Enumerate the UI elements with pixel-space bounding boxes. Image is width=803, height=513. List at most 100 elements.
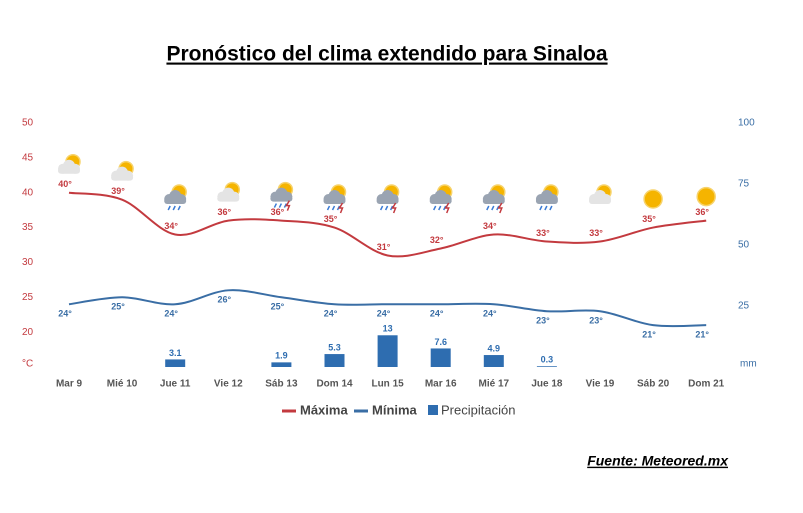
temp-label: 26° [217, 295, 231, 305]
temp-line [68, 191, 707, 258]
temp-label: 36° [217, 207, 231, 217]
x-tick-label: Mié 10 [107, 379, 138, 390]
rain-drop [389, 205, 394, 211]
y-axis-unit: °C [22, 359, 33, 370]
temp-label: 34° [164, 221, 178, 231]
weather-icon-cloud [58, 159, 80, 174]
precip-label: 0.3 [541, 355, 554, 365]
temp-label: 32° [430, 235, 444, 245]
rain-drop [496, 205, 500, 211]
temp-label: 25° [111, 302, 125, 312]
precip-label: 7.6 [434, 337, 447, 347]
precip-label: 13 [383, 324, 393, 334]
temp-label: 33° [589, 228, 603, 238]
temp-label: 24° [324, 309, 338, 319]
precip-label: 3.1 [169, 348, 182, 358]
rain-drop [379, 205, 384, 211]
precip-bar [165, 359, 186, 367]
cloud-part [535, 198, 558, 204]
chart-title: Pronóstico del clima extendido para Sina… [166, 43, 607, 66]
y2-tick-label: 100 [738, 118, 755, 129]
rain-drop [326, 205, 331, 211]
cloud-part [323, 198, 346, 204]
temp-label: 34° [483, 221, 497, 231]
weather-icon-cloud [270, 187, 293, 202]
lightning [444, 202, 450, 214]
y-tick-label: 45 [22, 152, 34, 163]
temp-label: 25° [271, 302, 285, 312]
rain-drop [539, 205, 543, 211]
temp-label: 24° [483, 309, 497, 319]
temp-label: 36° [271, 207, 285, 217]
rain-drop [172, 205, 176, 211]
cloud-part [482, 198, 505, 204]
y-tick-label: 35 [22, 222, 34, 233]
x-tick-label: Jue 18 [531, 379, 563, 390]
source: Fuente: Meteored.mx [587, 453, 729, 469]
temp-label: 21° [642, 330, 656, 340]
temp-label: 23° [589, 316, 603, 326]
precip-bar [324, 354, 345, 367]
rain-drop [167, 205, 171, 211]
y2-tick-label: 25 [738, 301, 750, 312]
cloud-part [429, 198, 452, 204]
y-tick-label: 20 [22, 327, 34, 338]
temp-label: 33° [536, 228, 550, 238]
legend-swatch [428, 405, 438, 415]
temp-label: 31° [377, 242, 391, 252]
weather-icon-cloud [535, 190, 558, 204]
temp-label: 24° [58, 309, 72, 319]
y2-tick-label: 50 [738, 240, 750, 251]
rain-drop [278, 203, 283, 208]
rain-drop [273, 203, 278, 208]
legend-label: Precipitación [441, 402, 515, 417]
precip-bar [483, 355, 504, 367]
rain-drop [331, 205, 336, 211]
y2-axis-unit: mm [740, 359, 757, 370]
weather-icon-cloud [429, 190, 452, 204]
cloud-part [217, 195, 240, 202]
temp-label: 35° [324, 214, 338, 224]
x-tick-label: Vie 12 [214, 379, 243, 390]
x-tick-label: Dom 14 [316, 379, 353, 390]
rain-drop [177, 205, 181, 211]
weather-icon-cloud [376, 190, 399, 204]
rain-drop [443, 205, 447, 211]
weather-icon-cloud [217, 187, 240, 202]
legend-label: Mínima [372, 402, 418, 417]
x-tick-label: Sáb 20 [637, 379, 670, 390]
weather-icon-sun [696, 186, 716, 207]
lightning [497, 202, 503, 214]
y-tick-label: 25 [22, 292, 34, 303]
temp-label: 24° [377, 309, 391, 319]
lightning [285, 200, 291, 211]
cloud-part [589, 198, 611, 204]
legend-label: Máxima [300, 402, 348, 417]
rain-drop [549, 205, 553, 211]
temp-line [68, 289, 707, 328]
weather-icon-cloud [323, 190, 346, 204]
rain-drop [438, 205, 442, 211]
temp-label: 35° [642, 214, 656, 224]
temp-label: 24° [430, 309, 444, 319]
x-tick-label: Mar 16 [425, 379, 457, 390]
precip-bar [430, 348, 451, 367]
cloud-part [111, 174, 134, 181]
precip-label: 5.3 [328, 342, 341, 352]
precip-bar [377, 335, 398, 367]
temp-label: 39° [111, 186, 125, 196]
rain-drop [283, 203, 288, 208]
weather-icon-cloud [482, 190, 505, 204]
weather-icon-cloud [111, 166, 134, 181]
rain-drop [486, 205, 490, 211]
lightning [338, 202, 344, 214]
rain-drop [384, 205, 389, 211]
temp-label: 40° [58, 179, 72, 189]
x-tick-label: Vie 19 [586, 379, 615, 390]
y-tick-label: 40 [22, 187, 34, 198]
weather-icon-sun [643, 189, 663, 209]
lightning [391, 202, 397, 214]
precip-label: 4.9 [488, 343, 501, 353]
rain-drop [433, 205, 437, 211]
